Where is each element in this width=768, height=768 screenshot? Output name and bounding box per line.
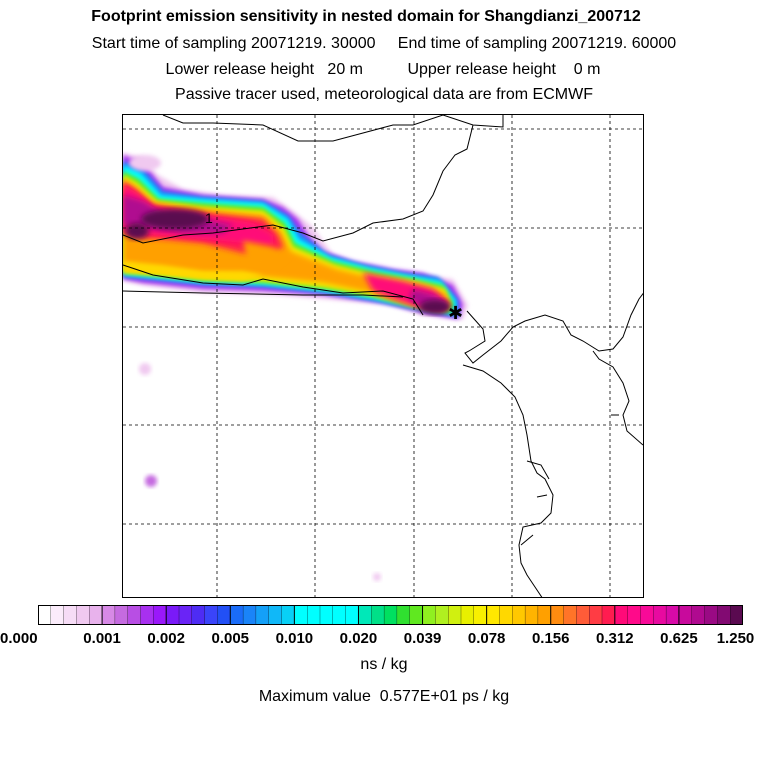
colorbar-cell	[345, 605, 360, 625]
colorbar-cell	[102, 605, 116, 625]
colorbar-tick-label: 0.010	[275, 630, 314, 647]
map-canvas: 1 ✱	[123, 115, 643, 597]
colorbar-cell	[230, 605, 244, 625]
colorbar-cell	[191, 605, 206, 625]
colorbar-cell	[383, 605, 398, 625]
colorbar-cell	[678, 605, 693, 625]
colorbar-cell	[396, 605, 411, 625]
colorbar-cell	[153, 605, 167, 625]
colorbar-cell	[550, 605, 564, 625]
colorbar-cell	[730, 605, 743, 625]
max-value-label: Maximum value 0.577E+01 ps / kg	[258, 688, 510, 705]
colorbar-cell	[486, 605, 500, 625]
colorbar-tick-label: 0.039	[403, 630, 442, 647]
colorbar-cell	[38, 605, 52, 625]
colorbar-cell	[448, 605, 462, 625]
colorbar-cell	[691, 605, 706, 625]
colorbar-cell	[563, 605, 577, 625]
colorbar-cell	[319, 605, 334, 625]
colorbar-tick-label: 1.250	[716, 630, 755, 647]
colorbar-cell	[614, 605, 629, 625]
colorbar-tick-label: 0.001	[83, 630, 121, 647]
colorbar-cell	[114, 605, 129, 625]
colorbar-cell	[281, 605, 295, 625]
colorbar-tick-label: 0.312	[596, 630, 634, 647]
colorbar-cell	[76, 605, 90, 625]
coastlines	[123, 115, 643, 597]
colorbar-cell	[63, 605, 78, 625]
colorbar-tick-label: 0.000	[0, 630, 38, 647]
colorbar-cell	[640, 605, 654, 625]
colorbar-tick-label: 0.078	[467, 630, 506, 647]
units-label: ns / kg	[360, 656, 408, 673]
colorbar-cell	[512, 605, 526, 625]
colorbar-cell	[576, 605, 590, 625]
colorbar-cell	[358, 605, 372, 625]
tracer-info-line: Passive tracer used, meteorological data…	[175, 86, 593, 103]
colorbar-tick-label: 0.002	[147, 630, 185, 647]
colorbar-cell	[717, 605, 731, 625]
colorbar-cell	[268, 605, 283, 625]
receptor-marker: ✱	[448, 303, 463, 324]
colorbar-cell	[127, 605, 142, 625]
colorbar-cell	[242, 605, 257, 625]
colorbar-cell	[89, 605, 103, 625]
colorbar-tick-label: 0.020	[339, 630, 378, 647]
colorbar-cell	[178, 605, 193, 625]
colorbar-cell	[537, 605, 552, 625]
chart-title: Footprint emission sensitivity in nested…	[91, 8, 641, 25]
contour-label: 1	[205, 210, 213, 226]
graticule	[123, 115, 643, 597]
colorbar-cell	[653, 605, 667, 625]
colorbar-cell	[371, 605, 385, 625]
emission-plume	[123, 153, 468, 581]
colorbar-cell	[166, 605, 180, 625]
colorbar-tick-label: 0.156	[531, 630, 570, 647]
colorbar-cell	[601, 605, 616, 625]
colorbar-cell	[307, 605, 321, 625]
colorbar-cell	[140, 605, 154, 625]
sampling-time-line: Start time of sampling 20071219. 30000 E…	[91, 35, 677, 52]
colorbar-cell	[627, 605, 642, 625]
colorbar-cell	[460, 605, 475, 625]
colorbar-cell	[255, 605, 270, 625]
colorbar-tick-label: 0.625	[660, 630, 698, 647]
colorbar-cell	[422, 605, 436, 625]
colorbar-cell	[473, 605, 488, 625]
colorbar-cell	[204, 605, 219, 625]
colorbar-cell	[589, 605, 603, 625]
colorbar-cell	[499, 605, 513, 625]
colorbar-cell	[435, 605, 449, 625]
colorbar-cell	[665, 605, 680, 625]
colorbar-cell	[409, 605, 424, 625]
colorbar-tick-label: 0.005	[211, 630, 250, 647]
colorbar-cell	[704, 605, 718, 625]
colorbar-cell	[217, 605, 231, 625]
colorbar-cell	[294, 605, 308, 625]
colorbar-cell	[332, 605, 347, 625]
colorbar	[38, 605, 743, 625]
release-height-line: Lower release height 20 m Upper release …	[165, 61, 601, 78]
colorbar-cell	[524, 605, 539, 625]
colorbar-cell	[50, 605, 65, 625]
footprint-map: 1 ✱	[122, 114, 644, 598]
